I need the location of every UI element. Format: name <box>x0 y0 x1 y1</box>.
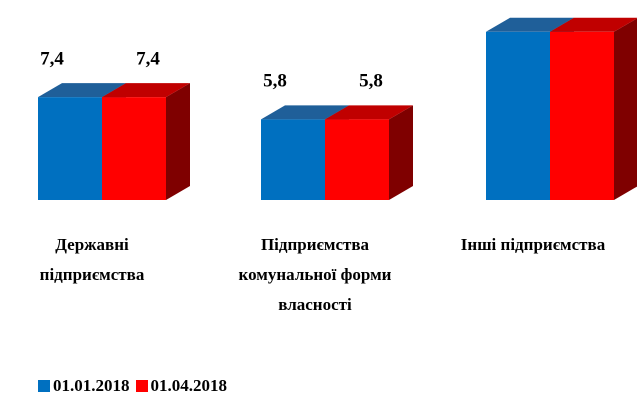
data-label: 7,4 <box>40 48 64 69</box>
bar-side <box>166 83 190 200</box>
bar <box>102 83 190 200</box>
bar-top <box>486 17 574 32</box>
legend-label: 01.01.2018 <box>53 376 130 395</box>
bar <box>550 17 637 201</box>
bar-top <box>38 83 126 98</box>
legend-item: 01.04.2018 <box>135 376 228 396</box>
bar-top <box>261 105 349 120</box>
legend-item: 01.01.2018 <box>38 376 130 396</box>
legend-swatch <box>38 380 50 392</box>
x-tick-label: Державні підприємства <box>39 235 145 284</box>
data-label: 5,8 <box>359 71 383 92</box>
legend-swatch <box>135 380 148 392</box>
legend: 01.01.2018 01.04.2018 <box>38 376 233 396</box>
bar-top <box>550 17 637 32</box>
bar-side <box>389 105 413 200</box>
x-tick-label: Інші підприємства <box>460 235 606 254</box>
bar-front <box>550 31 614 201</box>
bar-side <box>614 18 637 200</box>
data-label: 5,8 <box>263 71 287 92</box>
bar-front <box>261 119 325 200</box>
legend-label: 01.04.2018 <box>150 376 228 395</box>
bar-front <box>38 97 102 200</box>
data-label: 7,4 <box>136 48 160 69</box>
bar-front <box>486 31 550 201</box>
bar-front <box>102 97 166 200</box>
bar <box>325 105 413 200</box>
bar-top <box>325 105 413 120</box>
bar-top <box>102 83 190 98</box>
bar-front <box>325 119 389 200</box>
x-tick-label: Підприємства комунальної форми власності <box>238 235 392 314</box>
